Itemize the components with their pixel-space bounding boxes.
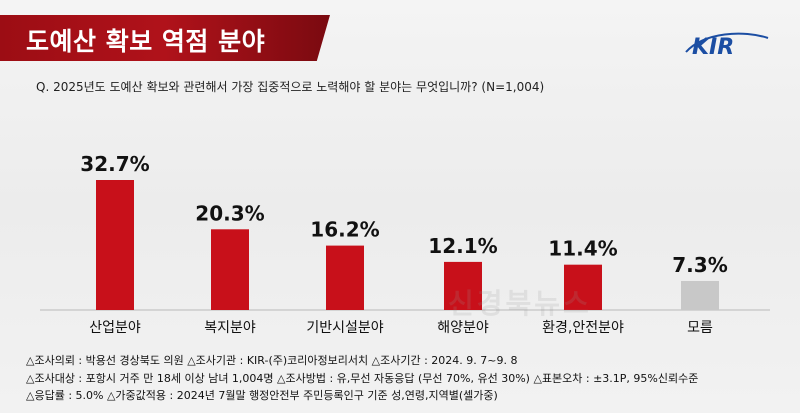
bar-5: [564, 264, 602, 310]
kir-logo: KIR: [685, 32, 769, 58]
footer-line-1: △조사의뢰 : 박용선 경상북도 의원 △조사기관 : KIR-(주)코리아정보…: [26, 354, 518, 367]
bar-3: [326, 245, 364, 310]
category-label-4: 해양분야: [437, 320, 489, 336]
bar-6: [681, 280, 719, 310]
category-label-6: 모름: [687, 320, 713, 336]
value-label-3: 16.2%: [310, 218, 379, 242]
bar-4: [444, 261, 482, 310]
value-label-1: 32.7%: [80, 152, 149, 176]
bar-2: [211, 229, 249, 310]
title-banner: 도예산 확보 역점 분야: [0, 15, 330, 61]
footer-line-3: △응답률 : 5.0% △가중값적용 : 2024년 7월말 행정안전부 주민등…: [26, 389, 498, 402]
bar-1: [96, 180, 134, 310]
category-label-2: 복지분야: [204, 320, 256, 336]
category-label-1: 산업분야: [89, 320, 141, 336]
logo-text: KIR: [692, 35, 734, 58]
value-label-6: 7.3%: [672, 253, 727, 277]
survey-question: Q. 2025년도 도예산 확보와 관련해서 가장 집중적으로 노력해야 할 분…: [36, 80, 545, 94]
category-label-3: 기반시설분야: [306, 320, 383, 336]
footer-line-2: △조사대상 : 포항시 거주 만 18세 이상 남녀 1,004명 △조사방법 …: [26, 371, 699, 385]
value-label-5: 11.4%: [548, 237, 617, 261]
value-label-4: 12.1%: [428, 234, 497, 258]
category-label-5: 환경,안전분야: [542, 320, 624, 336]
page-title: 도예산 확보 역점 분야: [26, 27, 266, 56]
bar-chart: 32.7% 산업분야 20.3% 복지분야 16.2% 기반시설분야 12.1% 해양분야 11…: [40, 152, 770, 336]
survey-footer: △조사의뢰 : 박용선 경상북도 의원 △조사기관 : KIR-(주)코리아정보…: [26, 352, 794, 405]
value-label-2: 20.3%: [195, 201, 264, 225]
watermark: 신경북뉴스: [448, 287, 592, 320]
